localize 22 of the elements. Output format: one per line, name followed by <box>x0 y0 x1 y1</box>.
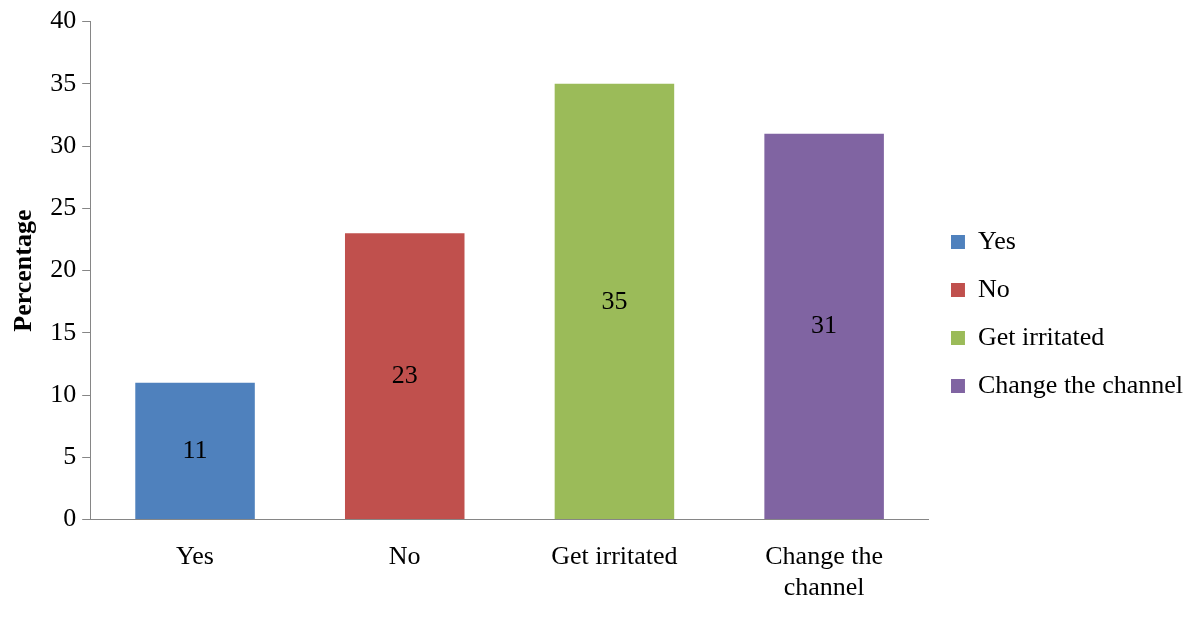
y-tick-label: 15 <box>50 316 77 346</box>
legend-label: Yes <box>977 225 1016 255</box>
x-tick-label: Change the channel <box>765 541 883 602</box>
x-tick-label: Get irritated <box>551 541 678 571</box>
y-tick-label: 10 <box>50 378 77 408</box>
legend-label: Get irritated <box>977 321 1105 351</box>
data-label: 31 <box>811 310 838 340</box>
data-label: 35 <box>601 285 628 315</box>
y-tick-label: 20 <box>50 254 77 284</box>
y-axis-title: Percentage <box>8 209 38 332</box>
y-tick-label: 30 <box>50 129 77 159</box>
data-label: 11 <box>182 434 208 464</box>
data-label: 23 <box>391 360 418 390</box>
legend-label: No <box>977 273 1010 303</box>
y-tick-label: 40 <box>50 5 77 35</box>
y-tick-label: 5 <box>63 441 77 471</box>
y-tick-label: 0 <box>63 503 77 533</box>
x-tick-label: Yes <box>176 541 214 571</box>
x-tick-label: No <box>388 541 421 571</box>
y-tick-label: 35 <box>50 67 77 97</box>
legend-label: Change the channel <box>977 369 1183 399</box>
y-tick-label: 25 <box>50 192 77 222</box>
